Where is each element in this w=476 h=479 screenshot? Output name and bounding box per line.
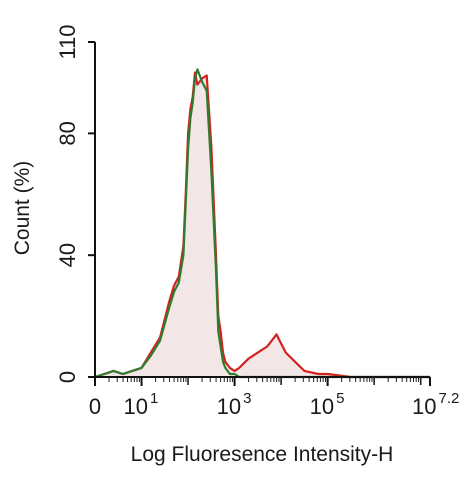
y-tick-label: 0 <box>55 371 80 383</box>
y-tick-label: 80 <box>55 121 80 145</box>
x-tick-label: 10 7.2 <box>412 390 459 419</box>
axes <box>88 41 431 386</box>
y-tick-label: 110 <box>55 24 80 59</box>
series-1-line <box>94 71 430 379</box>
x-tick-label: 10 1 <box>124 390 159 419</box>
plot-area <box>94 68 430 379</box>
x-tick-label: 10 5 <box>310 390 345 419</box>
y-tick-label: 40 <box>55 243 80 267</box>
series-1-fill <box>95 72 430 377</box>
series-2-line <box>94 68 430 379</box>
x-axis-title: Log Fluoresence Intensity-H <box>131 443 394 466</box>
x-tick-label: 10 3 <box>217 390 252 419</box>
tick-labels: 0 40 80 110 0 10 1 10 3 10 5 10 7.2 <box>55 24 459 419</box>
y-axis-title: Count (%) <box>11 161 34 256</box>
x-tick-label: 0 <box>89 394 101 419</box>
